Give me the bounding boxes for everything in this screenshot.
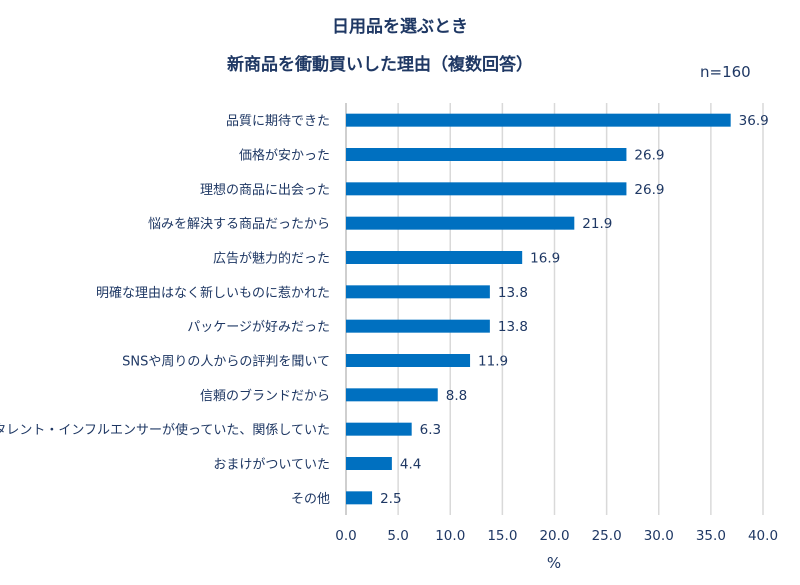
value-label: 6.3 [420, 422, 441, 438]
category-label: 信頼のブランドだから [200, 388, 330, 404]
sample-size-label: n=160 [700, 63, 751, 81]
chart-subtitle: 新商品を衝動買いした理由（複数回答） [227, 55, 533, 75]
gridlines [345, 103, 764, 515]
bar [346, 216, 575, 230]
bar [346, 457, 392, 470]
value-label: 13.8 [498, 285, 528, 301]
category-label: パッケージが好みだった [187, 320, 330, 335]
bar [346, 354, 471, 367]
category-labels: 品質に期待できた価格が安かった理想の商品に出会った悩みを解決する商品だったから広… [0, 114, 330, 507]
value-label: 8.8 [446, 388, 467, 404]
bar [346, 388, 438, 402]
category-label: 価格が安かった [239, 148, 330, 164]
bar [346, 182, 627, 196]
category-label: 広告が魅力的だった [213, 251, 330, 267]
x-tick-label: 40.0 [748, 528, 778, 544]
category-label: 明確な理由はなく新しいものに惹かれた [96, 285, 330, 301]
bar [346, 491, 373, 505]
value-label: 16.9 [530, 251, 560, 267]
x-axis-label: % [547, 554, 561, 572]
value-label: 4.4 [400, 457, 421, 473]
bar [346, 422, 412, 436]
value-label: 13.8 [498, 319, 528, 335]
value-label: 21.9 [582, 216, 612, 232]
x-tick-label: 35.0 [696, 528, 726, 544]
bar [346, 251, 523, 264]
category-label: その他 [291, 492, 330, 507]
category-label: 理想の商品に出会った [200, 182, 330, 198]
bars [346, 113, 731, 505]
category-label: 悩みを解決する商品だったから [148, 217, 330, 232]
x-tick-label: 20.0 [539, 528, 569, 544]
category-label: 品質に期待できた [226, 114, 330, 129]
category-label: タレント・インフルエンサーが使っていた、関係していた [0, 422, 330, 438]
bar [346, 319, 490, 333]
x-tick-label: 10.0 [435, 528, 465, 544]
category-label: おまけがついていた [213, 458, 330, 473]
x-tick-label: 25.0 [592, 528, 622, 544]
x-tick-labels: 0.0 5.0 10.0 15.0 20.0 25.0 30.0 35.0 40.0 [335, 528, 778, 544]
x-tick-label: 0.0 [335, 528, 356, 544]
value-label: 36.9 [739, 113, 769, 129]
chart-title: 日用品を選ぶとき [332, 17, 468, 37]
bar [346, 113, 731, 127]
value-labels: 36.9 26.9 26.9 21.9 16.9 13.8 13.8 11.9 8.8 6.3 4.… [380, 113, 769, 507]
value-label: 11.9 [478, 354, 508, 370]
value-label: 26.9 [634, 182, 664, 198]
bar [346, 285, 490, 299]
x-tick-label: 30.0 [644, 528, 674, 544]
value-label: 2.5 [380, 491, 401, 507]
category-label: SNSや周りの人からの評判を聞いて [122, 355, 330, 370]
x-tick-label: 5.0 [387, 528, 408, 544]
value-label: 26.9 [634, 148, 664, 164]
bar [346, 148, 627, 161]
x-tick-label: 15.0 [487, 528, 517, 544]
